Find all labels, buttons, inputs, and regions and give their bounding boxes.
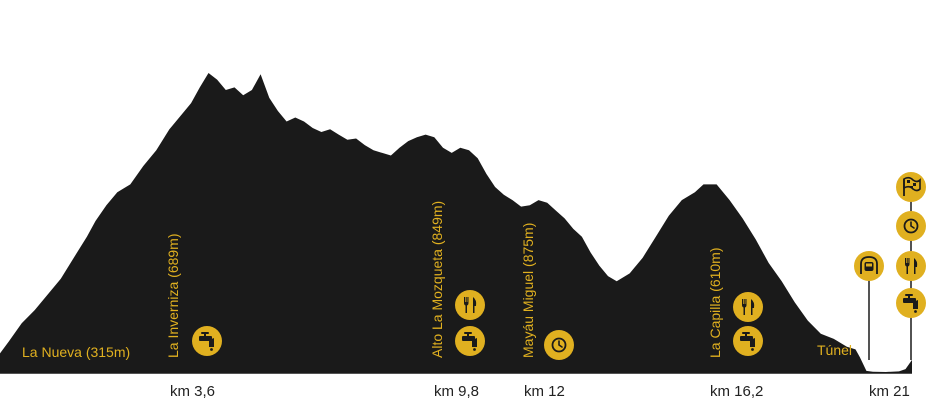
km-marker-label: km 9,8 — [434, 383, 479, 400]
food-icon — [733, 292, 763, 322]
km-marker-label: km 16,2 — [710, 383, 763, 400]
clock-icon — [896, 211, 926, 241]
point-label: Mayáu Miguel (875m) — [520, 223, 536, 358]
km-marker-label: km 3,6 — [170, 383, 215, 400]
elevation-profile-area — [0, 73, 912, 373]
water-tap-icon — [455, 326, 485, 356]
water-tap-icon — [192, 326, 222, 356]
point-label: La Capilla (610m) — [707, 248, 723, 359]
tunnel-icon — [854, 251, 884, 281]
point-label: Túnel — [817, 342, 852, 358]
clock-icon — [544, 330, 574, 360]
water-tap-icon — [733, 326, 763, 356]
km-marker-label: km 12 — [524, 383, 565, 400]
point-label: La Inverniza (689m) — [165, 233, 181, 358]
finish-flag-icon — [896, 172, 926, 202]
food-icon — [896, 251, 926, 281]
water-tap-icon — [896, 288, 926, 318]
point-label: La Nueva (315m) — [22, 344, 130, 360]
point-label: Alto La Mozqueta (849m) — [429, 201, 445, 358]
food-icon — [455, 290, 485, 320]
km-marker-label: km 21 — [869, 383, 910, 400]
